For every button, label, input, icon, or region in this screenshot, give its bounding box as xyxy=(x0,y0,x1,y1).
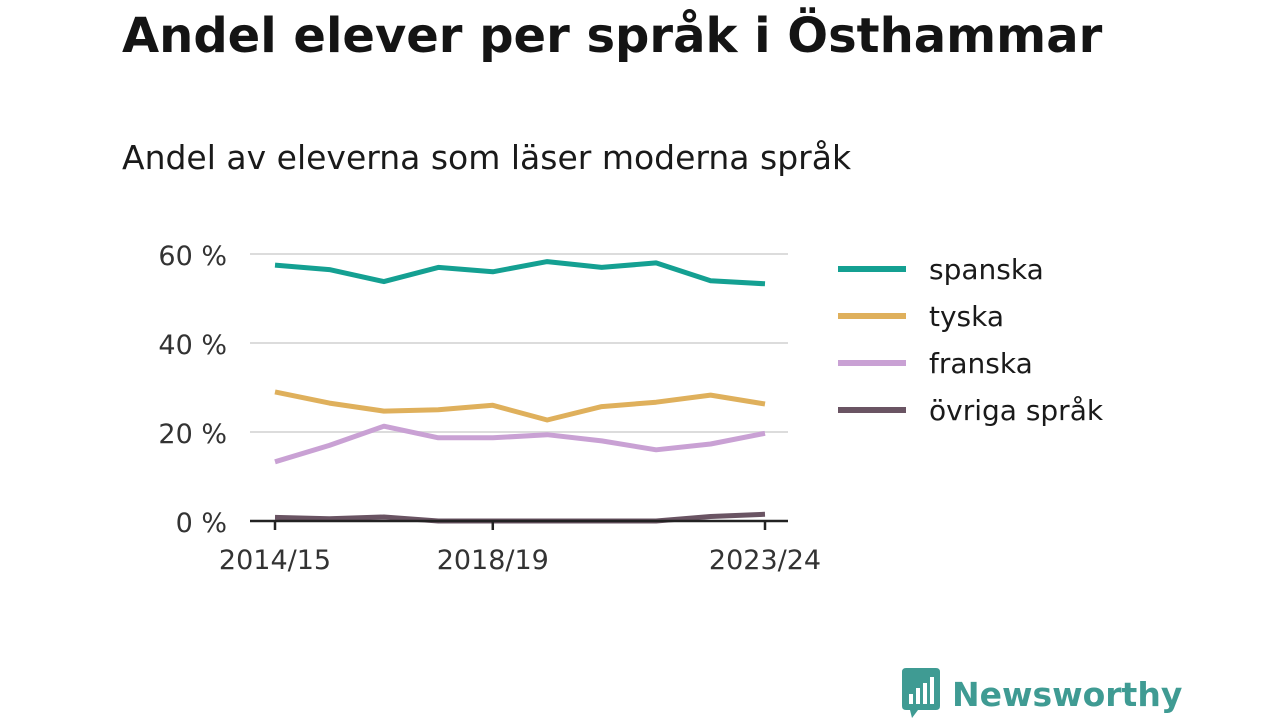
brand-name: Newsworthy xyxy=(952,674,1183,714)
newsworthy-logo-icon xyxy=(902,668,940,718)
brand-logo[interactable]: Newsworthy xyxy=(900,668,1182,720)
legend-label: franska xyxy=(929,347,1033,380)
series-line-tyska xyxy=(274,389,766,423)
x-tick-label: 2014/15 xyxy=(219,545,331,576)
chart-subtitle: Andel av eleverna som läser moderna språ… xyxy=(122,138,852,177)
series-line-franska xyxy=(274,423,766,465)
x-tick-label: 2018/19 xyxy=(437,545,549,576)
y-tick-label: 20 % xyxy=(158,419,227,450)
legend-label: tyska xyxy=(929,300,1004,333)
series-line-spanska xyxy=(274,259,766,287)
y-tick-label: 0 % xyxy=(176,508,227,539)
legend-label: spanska xyxy=(929,253,1044,286)
y-tick-label: 60 % xyxy=(158,241,227,272)
legend-label: övriga språk xyxy=(929,394,1104,427)
chart-title: Andel elever per språk i Östhammar xyxy=(122,8,1103,64)
y-tick-label: 40 % xyxy=(158,330,227,361)
x-tick-label: 2023/24 xyxy=(709,545,821,576)
